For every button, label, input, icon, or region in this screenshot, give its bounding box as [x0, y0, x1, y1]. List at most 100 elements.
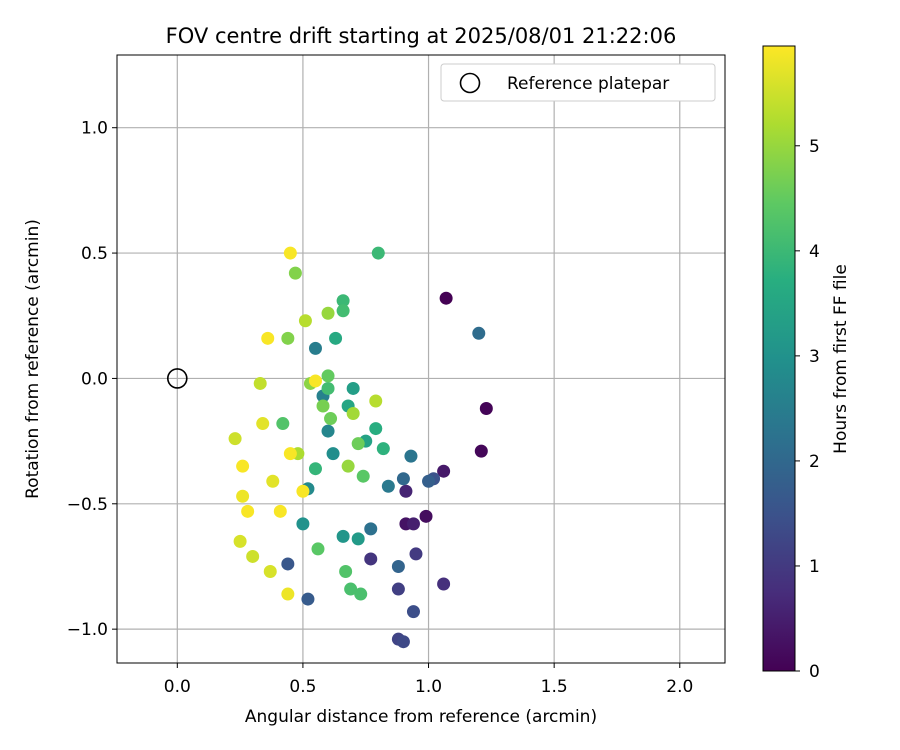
data-point: [321, 369, 335, 383]
data-point: [474, 444, 488, 458]
reference-platepar-marker: [166, 368, 188, 389]
colorbar: 0 1 2 3 4 5 Hours from first FF file: [762, 45, 851, 682]
data-point: [479, 402, 493, 416]
legend-box: [440, 63, 716, 102]
x-tick-label: 0.5: [289, 677, 316, 697]
chart-title: FOV centre drift starting at 2025/08/01 …: [166, 24, 677, 48]
data-point: [346, 407, 360, 421]
data-point: [472, 326, 486, 340]
data-point: [236, 459, 250, 473]
y-axis-ticks: −1.0 −0.5 0.0 0.5 1.0: [67, 119, 117, 640]
legend-label: Reference platepar: [507, 74, 669, 94]
y-tick-label: −1.0: [67, 620, 108, 640]
data-points: [228, 246, 493, 649]
data-point: [233, 534, 247, 548]
data-point: [298, 314, 312, 328]
data-point: [316, 399, 330, 413]
y-tick-label: 0.0: [81, 369, 108, 389]
data-point: [419, 509, 433, 523]
colorbar-tick-label: 3: [809, 347, 820, 367]
data-point: [351, 532, 365, 546]
x-tick-label: 0.0: [164, 677, 191, 697]
data-point: [228, 432, 242, 446]
data-point: [283, 246, 297, 260]
data-point: [376, 442, 390, 456]
data-point: [281, 331, 295, 345]
data-point: [406, 517, 420, 531]
data-point: [273, 504, 287, 518]
colorbar-gradient: [762, 45, 796, 672]
data-point: [439, 291, 453, 305]
data-point: [266, 474, 280, 488]
data-point: [356, 469, 370, 483]
data-point: [336, 294, 350, 308]
legend-marker: [459, 72, 481, 94]
data-point: [321, 306, 335, 320]
data-point: [399, 484, 413, 498]
colorbar-tick-label: 1: [809, 557, 820, 577]
data-point: [253, 376, 267, 390]
x-axis-label: Angular distance from reference (arcmin): [245, 707, 597, 727]
data-point: [391, 582, 405, 596]
y-tick-label: −0.5: [67, 495, 108, 515]
data-point: [437, 464, 451, 478]
data-point: [381, 479, 395, 493]
data-point: [281, 557, 295, 571]
data-point: [296, 484, 310, 498]
x-tick-label: 2.0: [666, 677, 693, 697]
data-point: [409, 547, 423, 561]
data-point: [404, 449, 418, 463]
colorbar-tick-label: 2: [809, 452, 820, 472]
data-point: [336, 529, 350, 543]
data-point: [311, 542, 325, 556]
data-point: [276, 417, 290, 431]
data-point: [288, 266, 302, 280]
data-point: [261, 331, 275, 345]
colorbar-tick-label: 4: [809, 242, 820, 262]
x-tick-label: 1.0: [415, 677, 442, 697]
data-point: [369, 422, 383, 436]
data-point: [321, 381, 335, 395]
data-point: [391, 559, 405, 573]
y-axis-label: Rotation from reference (arcmin): [23, 219, 43, 499]
x-tick-label: 1.5: [541, 677, 568, 697]
data-point: [283, 447, 297, 461]
data-point: [396, 635, 410, 649]
data-point: [339, 564, 353, 578]
data-point: [321, 424, 335, 438]
data-point: [308, 374, 322, 388]
data-point: [406, 605, 420, 619]
data-point: [329, 331, 343, 345]
data-point: [281, 587, 295, 601]
data-point: [364, 552, 378, 566]
data-point: [326, 447, 340, 461]
colorbar-ticks: 0 1 2 3 4 5: [795, 137, 820, 682]
data-point: [344, 582, 358, 596]
y-tick-label: 0.5: [81, 244, 108, 264]
data-point: [301, 592, 315, 606]
data-point: [263, 564, 277, 578]
data-point: [336, 304, 350, 318]
data-point: [308, 462, 322, 476]
data-point: [346, 381, 360, 395]
colorbar-tick-label: 5: [809, 137, 820, 157]
colorbar-label: Hours from first FF file: [831, 264, 851, 454]
data-point: [324, 412, 338, 426]
x-axis-ticks: 0.0 0.5 1.0 1.5 2.0: [164, 663, 693, 697]
data-point: [246, 549, 260, 563]
data-point: [371, 246, 385, 260]
plot-frame: [116, 54, 726, 664]
data-point: [296, 517, 310, 531]
data-point: [256, 417, 270, 431]
data-point: [351, 437, 365, 451]
data-point: [354, 587, 368, 601]
data-point: [369, 394, 383, 408]
data-point: [341, 459, 355, 473]
grid: [117, 55, 725, 663]
y-tick-label: 1.0: [81, 119, 108, 139]
data-point: [236, 489, 250, 503]
data-point: [437, 577, 451, 591]
data-point: [364, 522, 378, 536]
data-point: [241, 504, 255, 518]
